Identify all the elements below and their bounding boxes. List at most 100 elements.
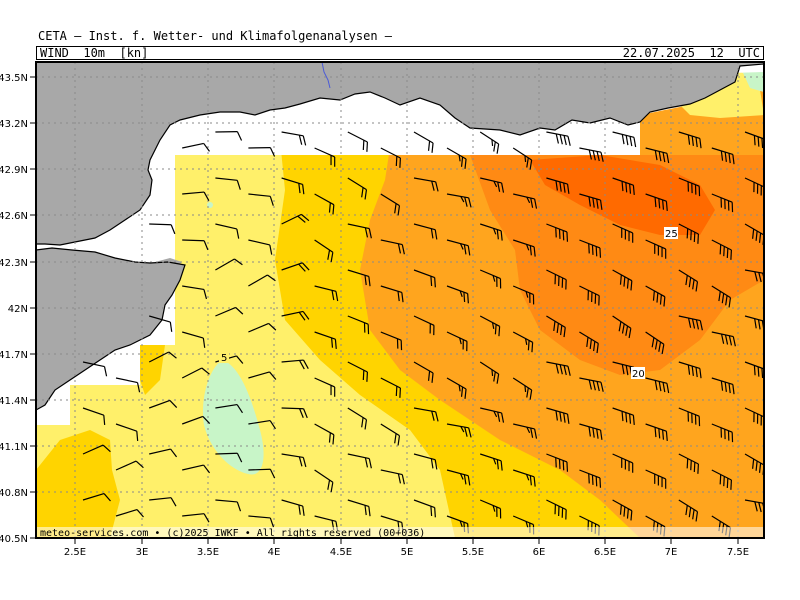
wind-barb — [546, 131, 571, 146]
lon-label-5.5: 5.5E — [462, 547, 484, 558]
contour-label-20: 20 — [632, 369, 645, 380]
wind-barb — [579, 147, 604, 162]
wind-barb — [612, 223, 634, 243]
band-15-20-se — [640, 470, 764, 538]
wind-barb — [314, 285, 339, 302]
wind-barb — [380, 147, 402, 168]
wind-barb — [612, 407, 635, 426]
wind-barb — [380, 469, 405, 485]
lon-label-5: 5E — [401, 547, 414, 558]
lat-label-42.9: 42.9N — [0, 165, 28, 176]
wind-barb — [513, 193, 538, 209]
wind-barb — [612, 499, 633, 521]
wind-barb — [281, 131, 307, 146]
wind-barb — [181, 415, 211, 425]
wind-barb — [215, 177, 241, 190]
wind-barb — [446, 285, 469, 304]
wind-barb — [182, 513, 210, 523]
wind-barb — [248, 193, 274, 206]
band-gt25 — [530, 155, 715, 235]
lat-label-40.8: 40.8N — [0, 488, 28, 499]
lat-label-43.2: 43.2N — [0, 119, 28, 130]
landmass — [36, 62, 764, 410]
wind-barb — [612, 453, 634, 473]
wind-barb — [149, 315, 173, 332]
wind-barb — [711, 377, 735, 395]
wind-barb — [480, 177, 505, 193]
wind-barb — [347, 407, 368, 430]
wind-barb — [446, 147, 467, 169]
wind-barb — [480, 453, 503, 471]
wind-barb — [711, 423, 734, 443]
wind-barb — [115, 460, 144, 471]
wind-barb — [479, 315, 501, 337]
wind-barb — [711, 193, 734, 213]
wind-barb — [711, 331, 736, 347]
wind-barb — [512, 331, 534, 353]
map-frame — [35, 61, 765, 539]
wind-barb — [248, 274, 276, 287]
wind-barb — [579, 423, 603, 440]
wind-barb — [380, 331, 403, 351]
wind-barb — [546, 315, 566, 338]
band-10-15-inner — [36, 430, 120, 538]
wind-barb — [347, 177, 368, 200]
header-bar — [36, 46, 764, 60]
wind-barb — [380, 423, 401, 446]
wind-barb — [546, 269, 567, 290]
wind-barb — [579, 469, 602, 488]
wind-barb — [645, 423, 668, 442]
wind-barb — [645, 239, 667, 259]
wind-barb — [248, 468, 276, 479]
wind-barb — [413, 407, 439, 422]
wind-barb — [347, 499, 371, 517]
wind-barb — [182, 331, 206, 348]
wind-barb — [446, 331, 468, 352]
lat-label-41.7: 41.7N — [0, 350, 28, 361]
wind-barb — [215, 131, 243, 141]
lat-label-42.6: 42.6N — [0, 211, 28, 222]
band-5-10 — [36, 110, 455, 538]
wind-barb — [347, 315, 370, 335]
lon-label-6: 6E — [533, 547, 546, 558]
wind-barb — [281, 262, 310, 272]
wind-barb — [182, 142, 210, 152]
land-france — [36, 62, 764, 245]
wind-barb — [479, 269, 502, 289]
wind-barb — [612, 315, 632, 339]
wind-barb — [281, 310, 310, 321]
lon-label-4.5: 4.5E — [330, 547, 352, 558]
wind-barb — [215, 403, 243, 414]
wind-barb — [645, 147, 670, 164]
band-lt5 — [202, 360, 264, 475]
wind-barb — [678, 499, 699, 522]
wind-barb — [546, 407, 570, 424]
lon-label-7: 7E — [665, 547, 678, 558]
wind-barb — [215, 223, 240, 239]
wind-barb — [314, 423, 335, 445]
wind-barb — [744, 407, 764, 426]
wind-barb — [347, 131, 369, 152]
wind-barb — [546, 177, 570, 194]
wind-barb — [512, 147, 533, 170]
land-spain — [36, 248, 185, 410]
wind-barb — [579, 331, 599, 354]
contour-labels: 5 20 25 — [219, 227, 678, 380]
wind-barb — [446, 377, 467, 399]
wind-barb — [513, 239, 536, 257]
wind-barb — [314, 147, 336, 167]
wind-barb — [314, 193, 335, 215]
wind-barb — [645, 377, 670, 394]
lon-label-6.5: 6.5E — [594, 547, 616, 558]
lon-label-4: 4E — [268, 547, 281, 558]
wind-barb — [480, 407, 505, 423]
wind-barb — [579, 285, 600, 306]
wind-barb — [82, 444, 111, 455]
wind-barb — [546, 361, 571, 376]
wind-barb — [480, 223, 503, 241]
wind-barb — [678, 453, 700, 474]
lat-label-42.3: 42.3N — [0, 258, 28, 269]
wind-barb — [645, 469, 667, 489]
wind-barb — [612, 177, 635, 196]
